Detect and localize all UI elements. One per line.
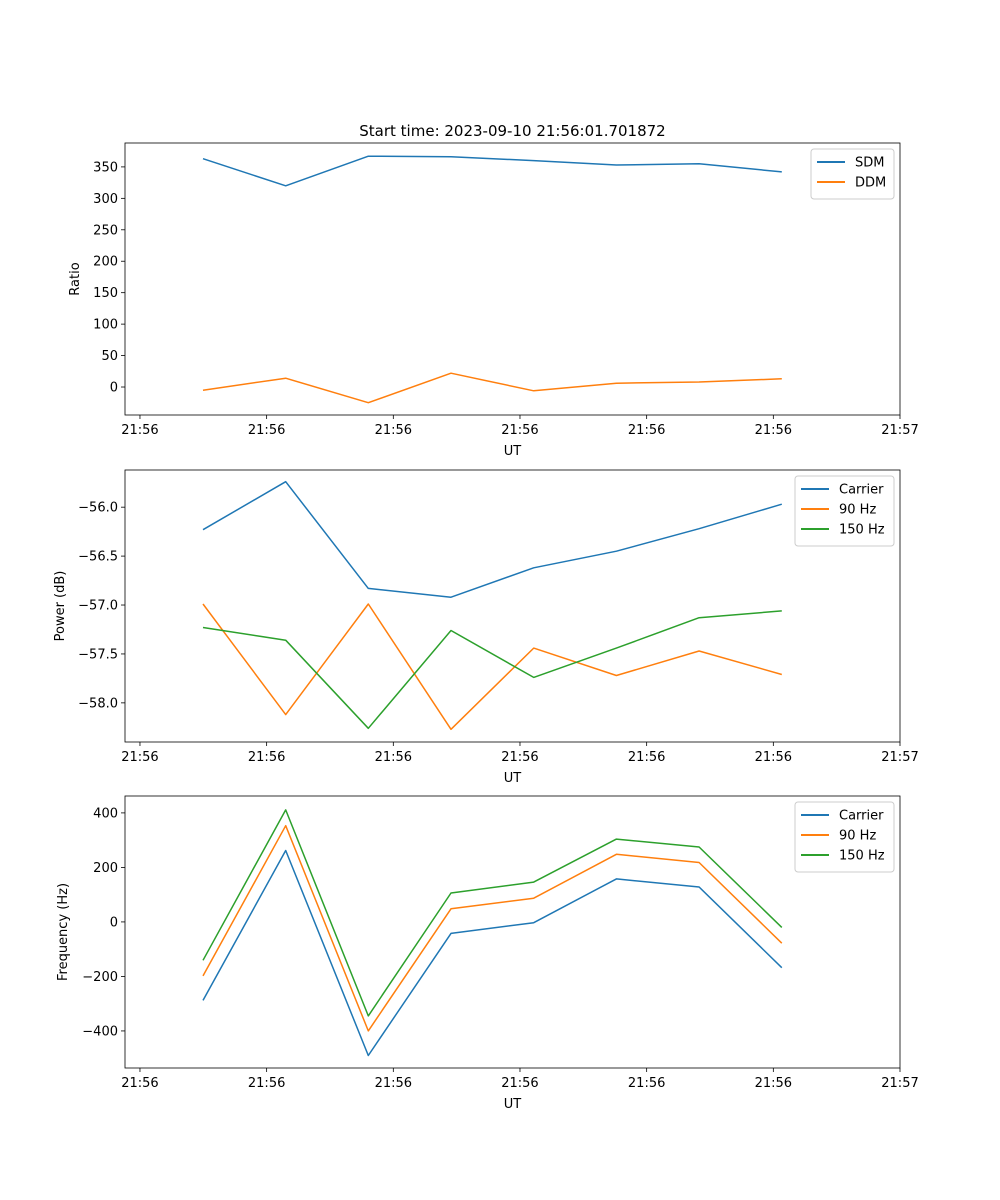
x-tick-label: 21:56 — [375, 423, 412, 438]
legend: SDM DDM — [810, 148, 895, 200]
legend-label: SDM — [855, 156, 884, 171]
series-line-150-hz — [202, 610, 782, 730]
y-axis-label: Ratio — [68, 262, 83, 295]
plot-area — [125, 470, 900, 742]
x-axis-label: UT — [504, 1097, 522, 1112]
y-tick-label: −400 — [82, 1024, 118, 1039]
legend-label: 90 Hz — [839, 503, 876, 518]
legend-label: 90 Hz — [839, 829, 876, 844]
y-tick-label: 250 — [93, 223, 118, 238]
y-tick-label: −56.0 — [78, 501, 118, 516]
series-line-carrier — [202, 480, 783, 598]
x-tick-label: 21:56 — [755, 423, 792, 438]
y-tick-label: 350 — [93, 160, 118, 175]
legend: Carrier 90 Hz 150 Hz — [794, 475, 895, 547]
x-tick-label: 21:57 — [881, 423, 918, 438]
legend-label: DDM — [855, 176, 886, 191]
subplot-3: 21:56 21:56 21:56 21:56 21:56 21:56 21:57 −400 −… — [56, 795, 919, 1112]
y-tick-label: 100 — [93, 318, 118, 333]
series-line-sdm — [202, 155, 782, 187]
y-axis-label: Power (dB) — [53, 571, 68, 642]
x-tick-label: 21:56 — [501, 750, 538, 765]
y-tick-label: 0 — [110, 381, 118, 396]
y-tick-label: −56.5 — [78, 550, 118, 565]
y-tick-label: 0 — [110, 915, 118, 930]
x-tick-label: 21:56 — [628, 1076, 665, 1091]
y-tick-label: −57.5 — [78, 647, 118, 662]
x-tick-label: 21:56 — [501, 423, 538, 438]
chart-title: Start time: 2023-09-10 21:56:01.701872 — [359, 122, 665, 140]
legend-label: 150 Hz — [839, 849, 885, 864]
x-tick-label: 21:56 — [755, 1076, 792, 1091]
x-tick-label: 21:56 — [375, 1076, 412, 1091]
y-tick-label: −200 — [82, 970, 118, 985]
x-tick-label: 21:56 — [121, 1076, 158, 1091]
x-tick-label: 21:56 — [628, 423, 665, 438]
plot-area — [125, 143, 900, 415]
x-tick-label: 21:56 — [628, 750, 665, 765]
x-tick-label: 21:56 — [248, 423, 285, 438]
subplot-2: 21:56 21:56 21:56 21:56 21:56 21:56 21:57 −58.0… — [53, 469, 919, 786]
y-tick-label: −57.0 — [78, 599, 118, 614]
x-tick-label: 21:56 — [501, 1076, 538, 1091]
x-axis-label: UT — [504, 444, 522, 459]
y-tick-label: 400 — [93, 806, 118, 821]
x-tick-label: 21:57 — [881, 1076, 918, 1091]
axes-frame — [124, 469, 901, 743]
x-tick-label: 21:56 — [121, 423, 158, 438]
axes-frame — [124, 142, 901, 416]
y-axis-label: Frequency (Hz) — [56, 883, 71, 981]
x-tick-label: 21:56 — [121, 750, 158, 765]
series-line-carrier — [202, 849, 783, 1057]
x-tick-label: 21:56 — [248, 1076, 285, 1091]
legend: Carrier 90 Hz 150 Hz — [794, 801, 895, 873]
x-axis-label: UT — [504, 771, 522, 786]
axes-frame — [124, 795, 901, 1069]
series-line-90-hz — [202, 824, 783, 1032]
y-tick-label: −58.0 — [78, 696, 118, 711]
y-tick-label: 300 — [93, 192, 118, 207]
x-tick-label: 21:57 — [881, 750, 918, 765]
legend-label: Carrier — [839, 483, 884, 498]
y-tick-label: 50 — [101, 349, 118, 364]
x-tick-label: 21:56 — [248, 750, 285, 765]
series-line-90-hz — [202, 603, 783, 731]
x-tick-label: 21:56 — [375, 750, 412, 765]
legend-label: 150 Hz — [839, 523, 885, 538]
y-tick-label: 200 — [93, 255, 118, 270]
legend-label: Carrier — [839, 809, 884, 824]
y-tick-label: 200 — [93, 861, 118, 876]
y-tick-label: 150 — [93, 286, 118, 301]
series-line-ddm — [202, 372, 782, 404]
subplot-1: 21:56 21:56 21:56 21:56 21:56 21:56 21:57 0 50 10… — [68, 122, 919, 459]
series-line-150-hz — [202, 809, 783, 1017]
x-tick-label: 21:56 — [755, 750, 792, 765]
